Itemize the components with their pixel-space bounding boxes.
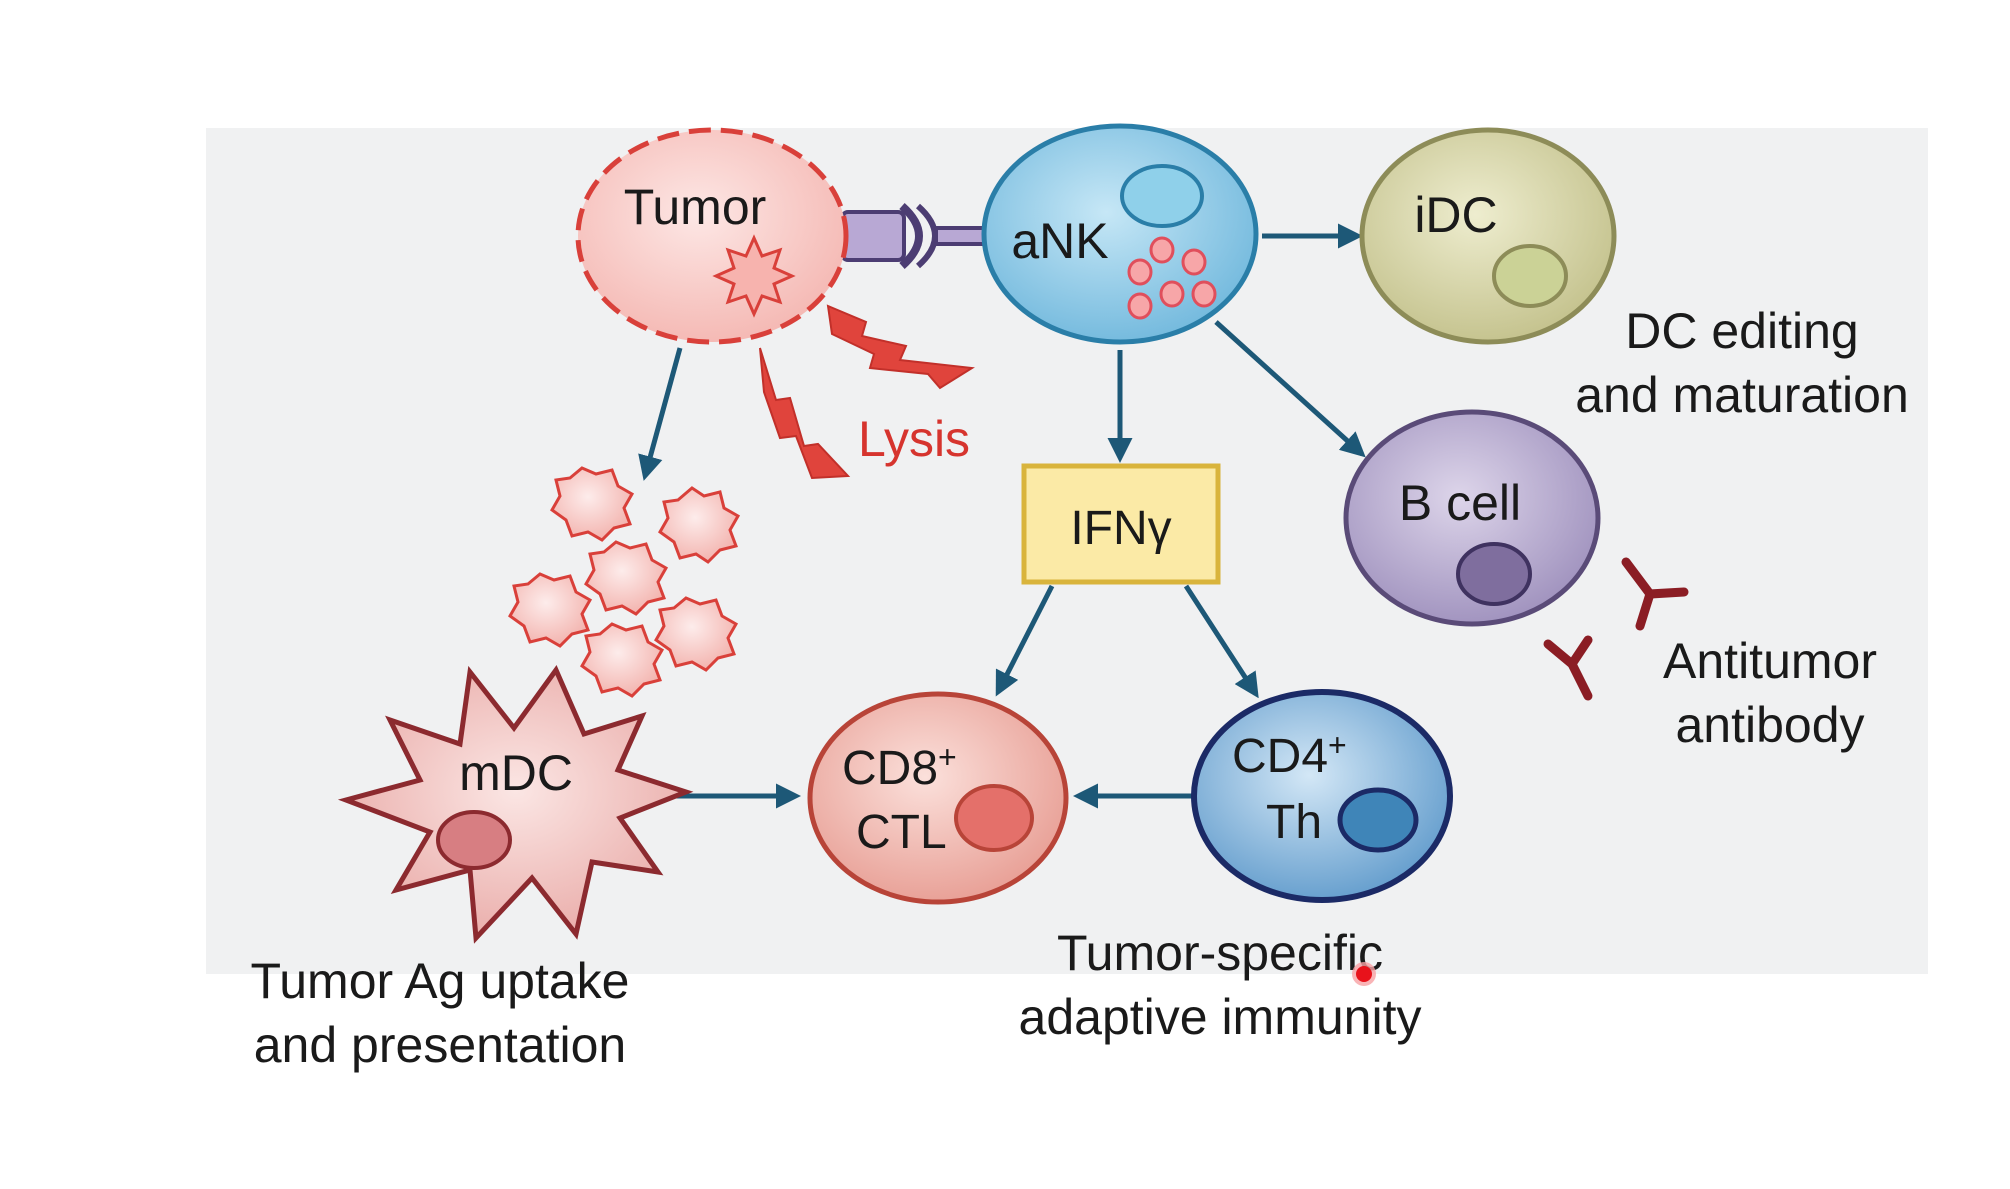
ifng-label: IFNγ (1070, 502, 1171, 555)
fragment-4 (508, 572, 593, 648)
ifng-box: IFNγ (1021, 463, 1221, 585)
cd4-nucleus (1337, 787, 1419, 853)
arrows (638, 223, 1366, 809)
antibody-line1: Antitumor (1663, 633, 1877, 689)
mdc-label: mDC (459, 745, 573, 801)
adaptive-line1: Tumor-specific (1057, 925, 1383, 981)
mdc-cell: mDC (337, 664, 694, 944)
cd4-th-cell: CD4+ Th (1191, 689, 1453, 903)
fragment-1 (550, 466, 635, 542)
antibody-icons (1543, 557, 1689, 701)
idc-nucleus (1492, 244, 1568, 308)
cd4-label-line2: Th (1266, 796, 1322, 849)
cursor-dot-icon (1352, 962, 1376, 986)
ank-label: aNK (1011, 213, 1108, 269)
tumor-label: Tumor (624, 179, 767, 235)
tumor-fragments (508, 466, 741, 698)
cd8-label-main: CD8 (842, 742, 938, 795)
tumor-nucleus-burst-icon (712, 234, 796, 318)
ank-nucleus (1120, 164, 1204, 228)
lightning-icon (826, 304, 975, 390)
adaptive-line2: adaptive immunity (1019, 989, 1422, 1045)
lysis-label: Lysis (858, 411, 970, 467)
cd8-nucleus (954, 784, 1034, 852)
cd8-label-line2: CTL (856, 806, 947, 859)
cd4-label-line1: CD4+ (1232, 727, 1347, 783)
idc-cell: iDC (1359, 127, 1617, 345)
dc-editing-line2: and maturation (1575, 367, 1909, 423)
arrow-tumor-to-fragments (638, 347, 683, 481)
fragment-2 (658, 486, 741, 564)
dc-editing-line1: DC editing (1625, 303, 1858, 359)
idc-label: iDC (1414, 187, 1497, 243)
bcell-nucleus (1456, 542, 1532, 606)
granules (1127, 236, 1217, 320)
lightning-icon-2 (759, 347, 851, 480)
fragment-3 (584, 540, 669, 616)
cd8-ctl-cell: CD8+ CTL (807, 691, 1069, 905)
arrow-ank-to-bcell (1214, 320, 1366, 458)
antibody-icon-2 (1543, 635, 1593, 701)
antibody-line2: antibody (1675, 697, 1864, 753)
cd8-label-line1: CD8+ (842, 739, 957, 795)
ag-uptake-line2: and presentation (254, 1017, 627, 1073)
tumor-cell: Tumor (575, 127, 849, 345)
fragment-5 (654, 596, 739, 672)
bcell-label: B cell (1399, 475, 1521, 531)
cd8-label-sup: + (938, 739, 957, 775)
bcell: B cell (1343, 409, 1601, 627)
fragment-6 (580, 622, 665, 698)
ag-uptake-line1: Tumor Ag uptake (251, 953, 630, 1009)
arrow-ifng-to-cd4 (1183, 584, 1259, 699)
cd4-label-main: CD4 (1232, 730, 1328, 783)
ank-cell: aNK (981, 123, 1259, 345)
cd4-label-sup: + (1328, 727, 1347, 763)
mdc-nucleus (436, 810, 512, 870)
arrow-ifng-to-cd8 (995, 584, 1055, 697)
lysis-bolts (759, 304, 975, 480)
antibody-icon (1621, 557, 1689, 631)
